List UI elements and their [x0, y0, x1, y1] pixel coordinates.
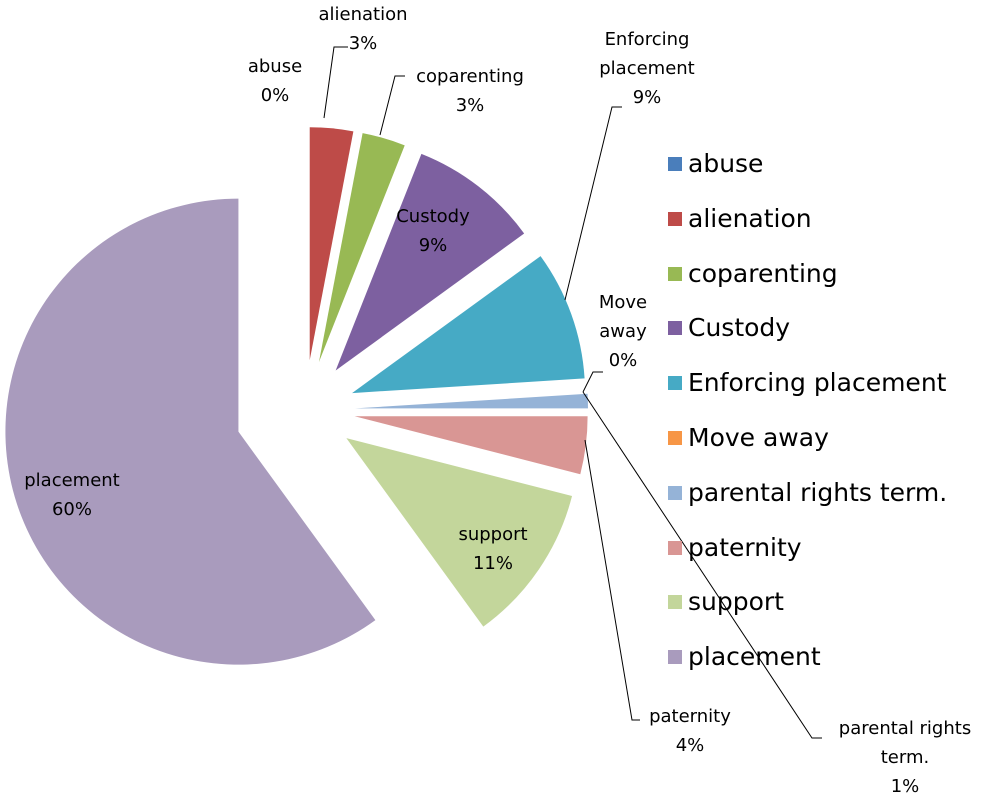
- data-label-value: 9%: [632, 87, 662, 108]
- data-label-value: 1%: [890, 776, 920, 797]
- legend-swatch: [668, 431, 682, 445]
- data-label-category: Enforcing placement: [599, 29, 695, 79]
- data-label: coparenting 3%: [405, 62, 535, 120]
- data-label: Enforcing placement 9%: [582, 25, 712, 112]
- legend-label: abuse: [688, 149, 764, 178]
- legend-swatch: [668, 321, 682, 336]
- pie-slice: [335, 153, 525, 371]
- data-label-value: 9%: [418, 235, 448, 256]
- data-label-value: 4%: [675, 735, 705, 756]
- data-label-category: coparenting: [416, 66, 524, 87]
- pie-slice: [354, 393, 588, 409]
- pie-slice: [354, 416, 588, 475]
- data-label: abuse 0%: [230, 52, 320, 110]
- data-label-value: 3%: [348, 33, 378, 54]
- pie-slice: [5, 198, 376, 665]
- leader-line: [582, 391, 822, 739]
- data-label: support 11%: [438, 520, 548, 578]
- legend-swatch: [668, 485, 682, 500]
- pie-slice: [352, 256, 585, 394]
- legend-label: Custody: [688, 313, 791, 343]
- pie-slice: [309, 127, 354, 361]
- data-label-value: 0%: [608, 350, 638, 371]
- leader-line: [323, 46, 348, 119]
- legend-label: paternity: [688, 532, 802, 562]
- legend-swatch: [668, 595, 682, 610]
- legend-label: support: [688, 587, 784, 617]
- leader-line: [379, 75, 405, 136]
- data-label-value: 11%: [472, 553, 513, 574]
- data-label-value: 60%: [51, 499, 92, 520]
- pie-slice: [318, 133, 405, 362]
- data-label-category: abuse: [247, 56, 303, 77]
- data-label-category: Move away: [598, 292, 648, 342]
- legend-label: placement: [688, 642, 821, 672]
- pie-slice: [346, 438, 573, 627]
- data-label: Custody 9%: [383, 202, 483, 260]
- leader-line: [584, 439, 640, 721]
- legend-swatch: [668, 211, 682, 226]
- data-label-category: support: [458, 524, 528, 545]
- legend-swatch: [668, 650, 682, 665]
- data-label-category: placement: [24, 470, 120, 491]
- data-label: placement 60%: [12, 466, 132, 524]
- data-label: alienation 3%: [308, 0, 418, 58]
- data-label-category: Custody: [396, 206, 470, 227]
- data-label: parental rights term. 1%: [820, 714, 988, 801]
- data-label-category: paternity: [649, 706, 731, 727]
- leader-line: [582, 371, 603, 393]
- data-label: Move away 0%: [588, 288, 658, 375]
- leader-line: [564, 106, 622, 301]
- legend-label: alienation: [688, 203, 812, 233]
- data-label-value: 3%: [455, 95, 485, 116]
- data-label-value: 0%: [260, 85, 290, 106]
- data-label-category: alienation: [318, 4, 408, 25]
- legend-label: coparenting: [688, 258, 838, 288]
- legend-label: parental rights term.: [688, 477, 948, 507]
- legend-swatch: [668, 157, 682, 171]
- legend-label: Enforcing placement: [688, 368, 947, 398]
- legend-swatch: [668, 266, 682, 281]
- legend-label: Move away: [688, 423, 829, 452]
- data-label: paternity 4%: [635, 702, 745, 760]
- legend-swatch: [668, 540, 682, 555]
- legend-swatch: [668, 376, 682, 391]
- data-label-category: parental rights term.: [838, 718, 972, 768]
